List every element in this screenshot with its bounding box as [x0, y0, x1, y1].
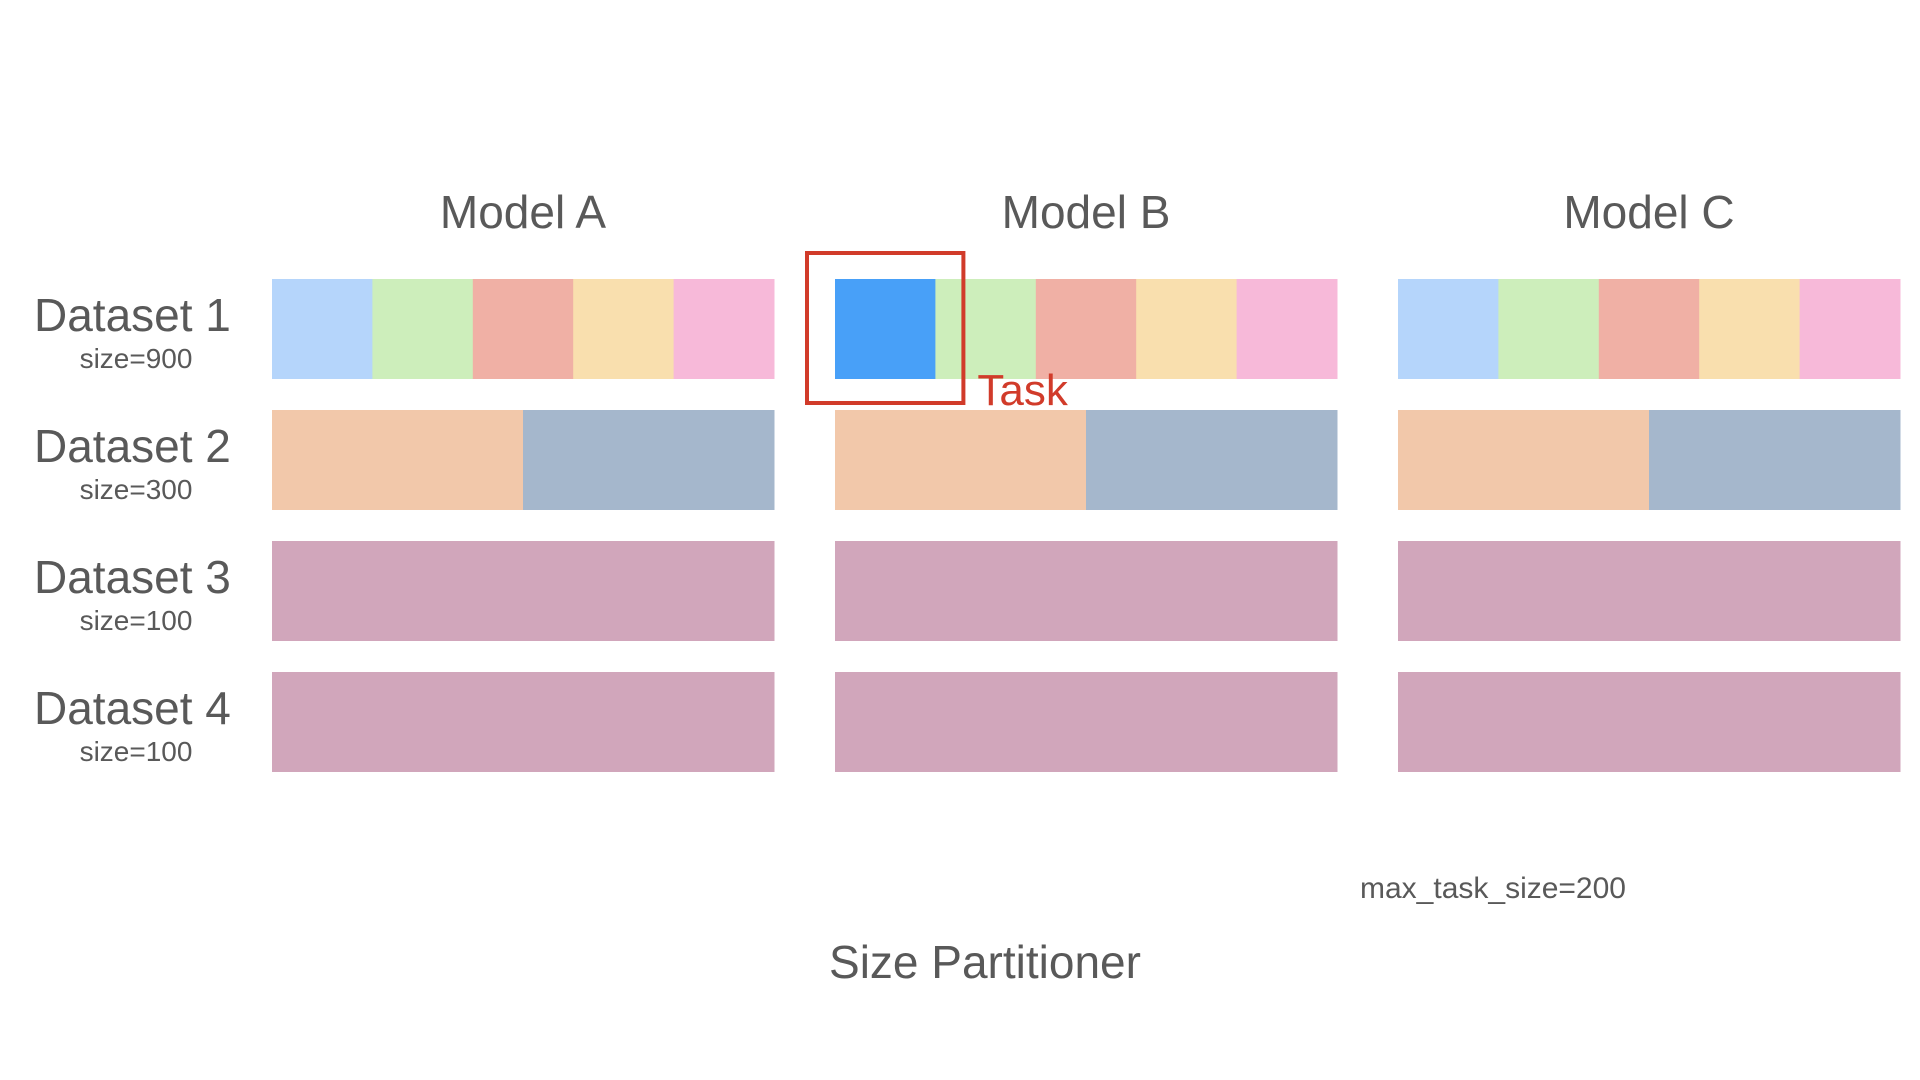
chunk-m2-d1-3 [1035, 279, 1137, 379]
chunk-m3-d2-1 [1398, 410, 1650, 510]
chunk-m1-d1-4 [573, 279, 675, 379]
chunk-m3-d4-1 [1398, 672, 1901, 772]
model-title-c: Model C [1563, 186, 1734, 238]
chunk-m1-d1-5 [673, 279, 775, 379]
dataset-chunks [272, 279, 1901, 772]
chunk-m3-d1-2 [1498, 279, 1600, 379]
chunk-m3-d1-1 [1398, 279, 1499, 379]
chunk-m3-d1-3 [1598, 279, 1700, 379]
chunk-m2-d1-2 [935, 279, 1037, 379]
chunk-m3-d3-1 [1398, 541, 1901, 641]
chunk-m2-d2-1 [835, 410, 1087, 510]
dataset-label-4: Dataset 4 [34, 682, 231, 734]
chunk-m1-d3-1 [272, 541, 775, 641]
dataset-size-3: size=100 [80, 605, 193, 636]
chunk-m2-d1-5 [1236, 279, 1338, 379]
task-highlight-box [805, 251, 966, 405]
max-task-size-note: max_task_size=200 [1360, 872, 1626, 905]
task-highlight: Task [805, 251, 1069, 415]
chunk-m1-d1-1 [272, 279, 373, 379]
diagram-caption: Size Partitioner [829, 936, 1141, 988]
chunk-m2-d3-1 [835, 541, 1338, 641]
model-title-a: Model A [440, 186, 607, 238]
chunk-m3-d1-5 [1799, 279, 1901, 379]
chunk-m1-d1-3 [472, 279, 574, 379]
chunk-m2-d4-1 [835, 672, 1338, 772]
dataset-label-2: Dataset 2 [34, 420, 231, 472]
chunk-m2-d2-2 [1086, 410, 1338, 510]
model-title-b: Model B [1002, 186, 1171, 238]
dataset-size-4: size=100 [80, 736, 193, 767]
chunk-m1-d4-1 [272, 672, 775, 772]
dataset-label-1: Dataset 1 [34, 289, 231, 341]
chunk-m2-d1-1 [835, 279, 936, 379]
dataset-size-1: size=900 [80, 343, 193, 374]
chunk-m2-d1-4 [1136, 279, 1238, 379]
chunk-m1-d1-2 [372, 279, 474, 379]
chunk-m1-d2-2 [523, 410, 775, 510]
chunk-m3-d2-2 [1649, 410, 1901, 510]
dataset-size-2: size=300 [80, 474, 193, 505]
chunk-m1-d2-1 [272, 410, 524, 510]
chunk-m3-d1-4 [1699, 279, 1801, 379]
model-titles: Model A Model B Model C [440, 186, 1735, 238]
dataset-label-3: Dataset 3 [34, 551, 231, 603]
task-label: Task [977, 366, 1068, 415]
